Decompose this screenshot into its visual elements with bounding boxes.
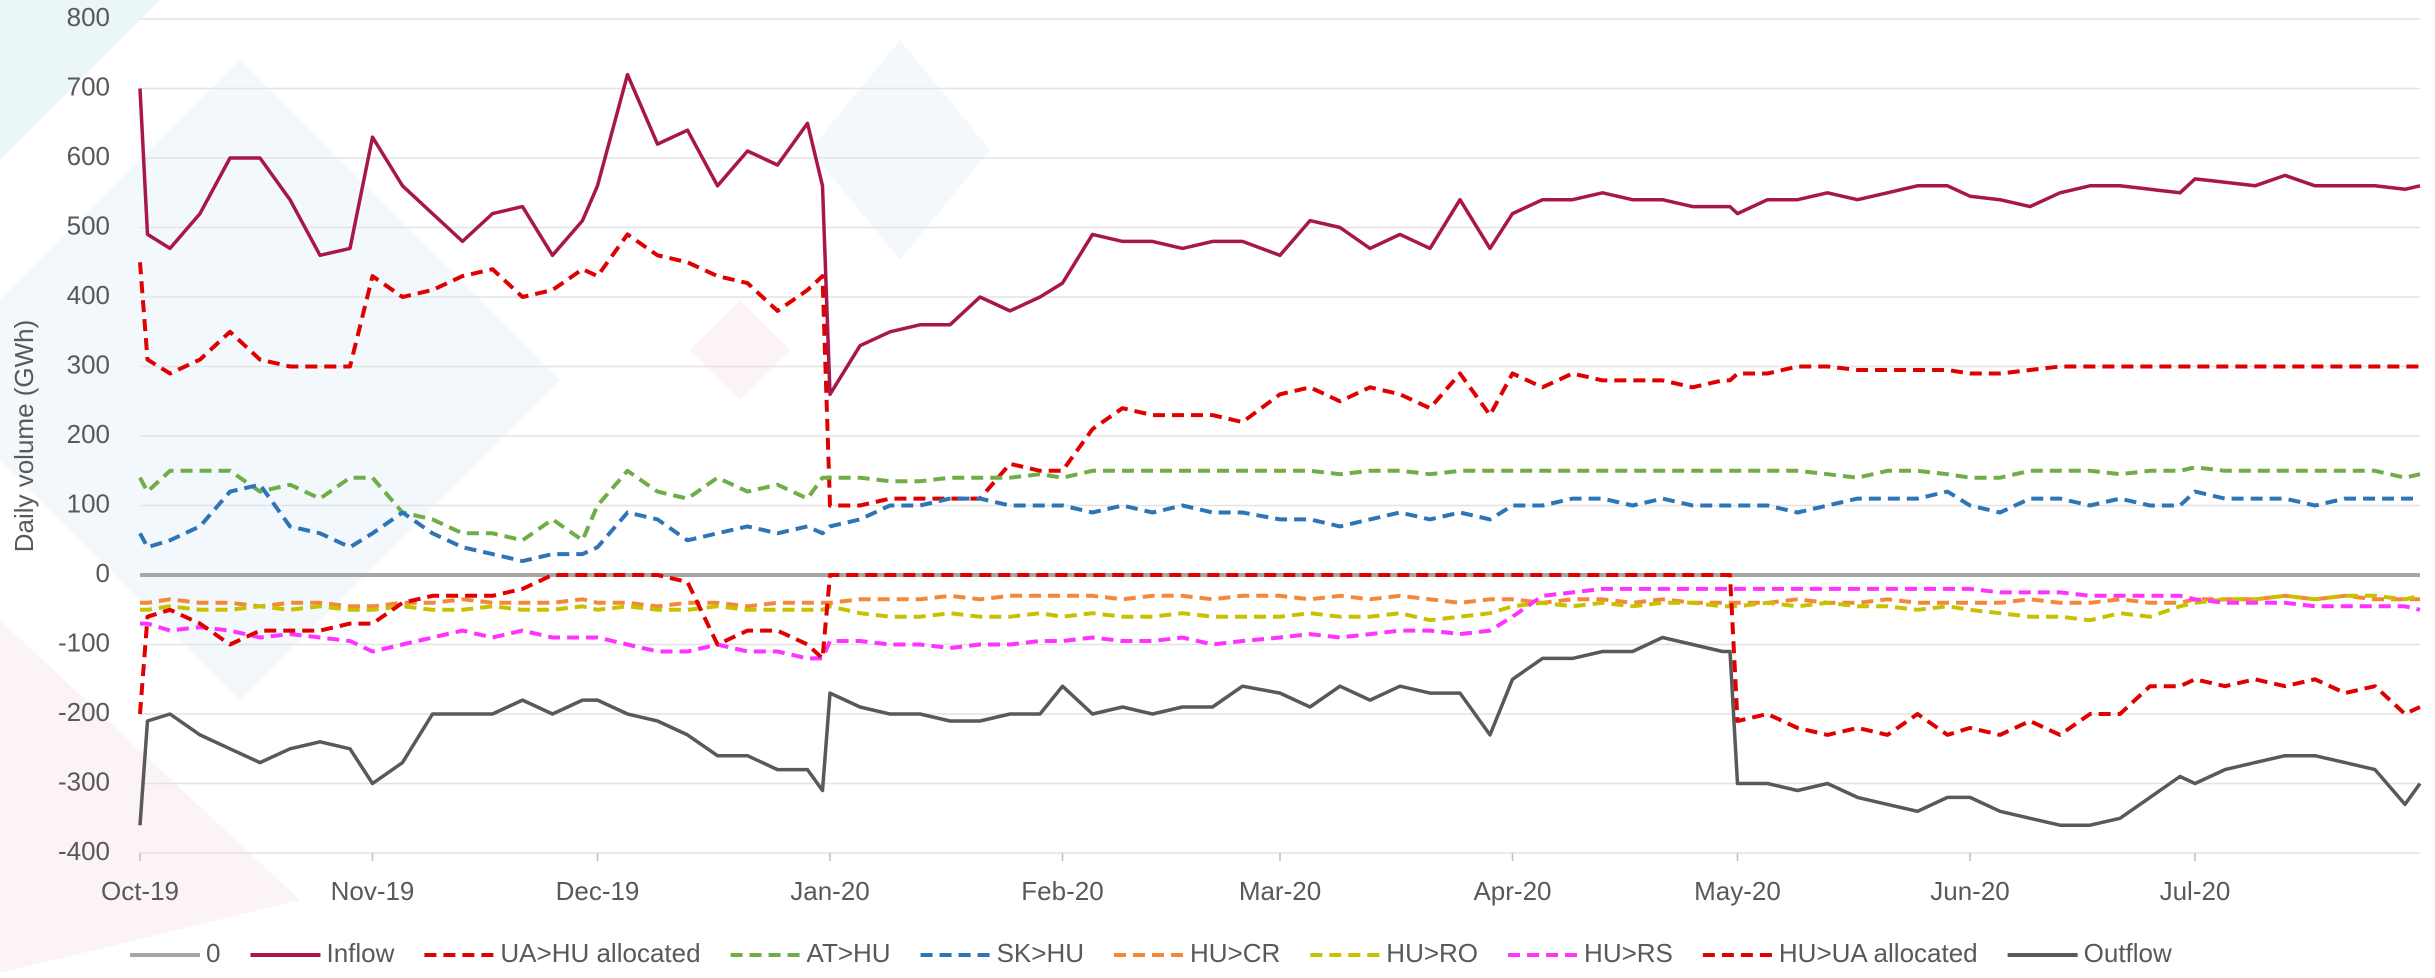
series-line	[140, 593, 2420, 609]
y-tick-label: -100	[58, 627, 110, 657]
y-axis-title: Daily volume (GWh)	[9, 320, 39, 553]
y-tick-label: -300	[58, 766, 110, 796]
series-line	[138, 465, 2421, 543]
x-tick-label: Jan-20	[790, 876, 870, 906]
x-tick-label: Nov-19	[331, 876, 415, 906]
legend-label: HU>RS	[1584, 938, 1673, 968]
x-tick-label: Apr-20	[1473, 876, 1551, 906]
x-tick-label: Jun-20	[1930, 876, 2010, 906]
x-tick-label: Dec-19	[556, 876, 640, 906]
legend-label: 0	[206, 938, 220, 968]
series-line	[138, 72, 2421, 397]
y-tick-label: 800	[67, 2, 110, 32]
x-tick-label: Feb-20	[1021, 876, 1103, 906]
y-tick-label: 100	[67, 488, 110, 518]
legend-label: UA>HU allocated	[500, 938, 700, 968]
legend-label: Outflow	[2084, 938, 2172, 968]
y-tick-label: -200	[58, 697, 110, 727]
background-decoration	[0, 0, 990, 973]
x-tick-label: Oct-19	[101, 876, 179, 906]
y-tick-label: 400	[67, 280, 110, 310]
series-line	[138, 635, 2422, 827]
y-tick-label: 0	[96, 558, 110, 588]
series-line	[140, 586, 2421, 661]
x-tick-label: May-20	[1694, 876, 1781, 906]
series-line	[138, 232, 2420, 508]
series-line	[138, 573, 2421, 737]
series-line	[138, 482, 2420, 564]
legend-label: HU>UA allocated	[1779, 938, 1978, 968]
legend-label: AT>HU	[807, 938, 891, 968]
y-tick-label: 200	[67, 419, 110, 449]
y-tick-label: 300	[67, 349, 110, 379]
y-tick-label: 600	[67, 141, 110, 171]
x-tick-label: Jul-20	[2160, 876, 2231, 906]
legend-label: SK>HU	[997, 938, 1084, 968]
x-tick-label: Mar-20	[1239, 876, 1321, 906]
y-tick-label: 700	[67, 71, 110, 101]
y-tick-label: -400	[58, 836, 110, 866]
legend-label: Inflow	[326, 938, 394, 968]
legend-label: HU>RO	[1386, 938, 1478, 968]
series-line	[140, 593, 2421, 623]
y-tick-label: 500	[67, 210, 110, 240]
legend-label: HU>CR	[1190, 938, 1280, 968]
